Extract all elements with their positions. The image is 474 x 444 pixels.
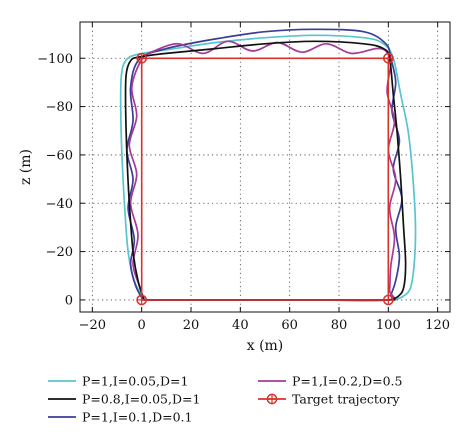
target-marker [136,294,148,306]
x-axis-label: x (m) [247,338,284,354]
legend-label-p-1-i-0-05-d-1: P=1,I=0.05,D=1 [82,374,188,389]
z-tick-label: −20 [46,245,73,260]
z-tick-label: −40 [46,197,73,212]
series-line-p-0-8-i-0-05-d-1 [124,40,407,301]
axis-ticks: −20 0 20 40 60 80 100 120 −100 −80 −60 −40 −20 0 [37,22,450,333]
legend-label-p-1-i-0-2-d-0-5: P=1,I=0.2,D=0.5 [292,374,402,389]
z-tick-label: −100 [37,52,73,67]
z-tick-label: 0 [65,293,73,308]
series-line-p-1-i-0-05-d-1 [119,34,417,301]
x-tick-label: 120 [425,318,450,333]
x-tick-label: 100 [376,318,401,333]
target-marker [382,294,394,306]
target-markers [136,52,394,306]
legend-label-target-trajectory: Target trajectory [292,392,400,407]
x-tick-label: 20 [183,318,200,333]
x-tick-label: −20 [79,318,106,333]
z-tick-label: −80 [46,100,73,115]
legend-marker-target-trajectory [266,393,278,405]
legend-label-p-1-i-0-1-d-0-1: P=1,I=0.1,D=0.1 [82,410,192,425]
series-line-p-1-i-0-2-d-0-5 [128,40,397,302]
legend: P=1,I=0.05,D=1 P=0.8,I=0.05,D=1 P=1,I=0.1,… [48,374,402,425]
z-tick-label: −60 [46,148,73,163]
x-tick-label: 80 [331,318,348,333]
legend-label-p-0-8-i-0-05-d-1: P=0.8,I=0.05,D=1 [82,392,200,407]
target-marker [136,52,148,64]
x-tick-label: 40 [232,318,249,333]
plot-frame [79,21,451,313]
x-tick-label: 60 [281,318,298,333]
y-axis-label: z (m) [18,149,34,185]
x-tick-label: 0 [138,318,146,333]
target-marker [382,52,394,64]
plot-area [79,21,451,313]
